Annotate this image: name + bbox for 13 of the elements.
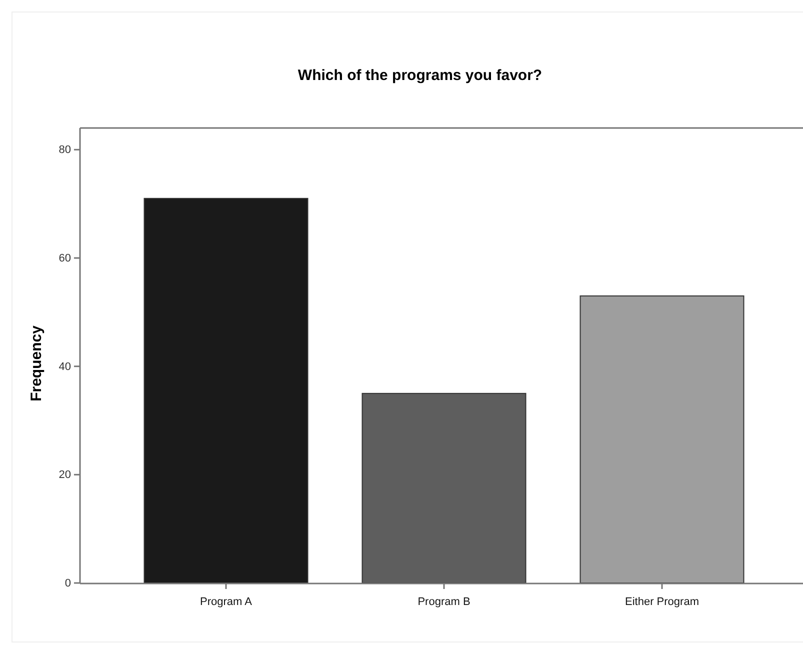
bar	[362, 392, 526, 584]
bar	[580, 295, 744, 584]
x-tick-label: Program B	[418, 596, 470, 608]
y-tick-label: 40	[58, 360, 71, 373]
y-tick-label: 60	[58, 252, 71, 265]
x-tick-label: Program A	[200, 596, 253, 608]
y-tick-label: 0	[64, 578, 71, 590]
y-tick-label: 80	[58, 144, 71, 156]
y-tick-label: 20	[58, 469, 71, 482]
x-tick-label: Either Program	[625, 596, 699, 608]
y-axis-title: Frequency	[28, 324, 45, 402]
bar	[144, 198, 308, 584]
chart-title: Which of the programs you favor?	[298, 67, 542, 84]
